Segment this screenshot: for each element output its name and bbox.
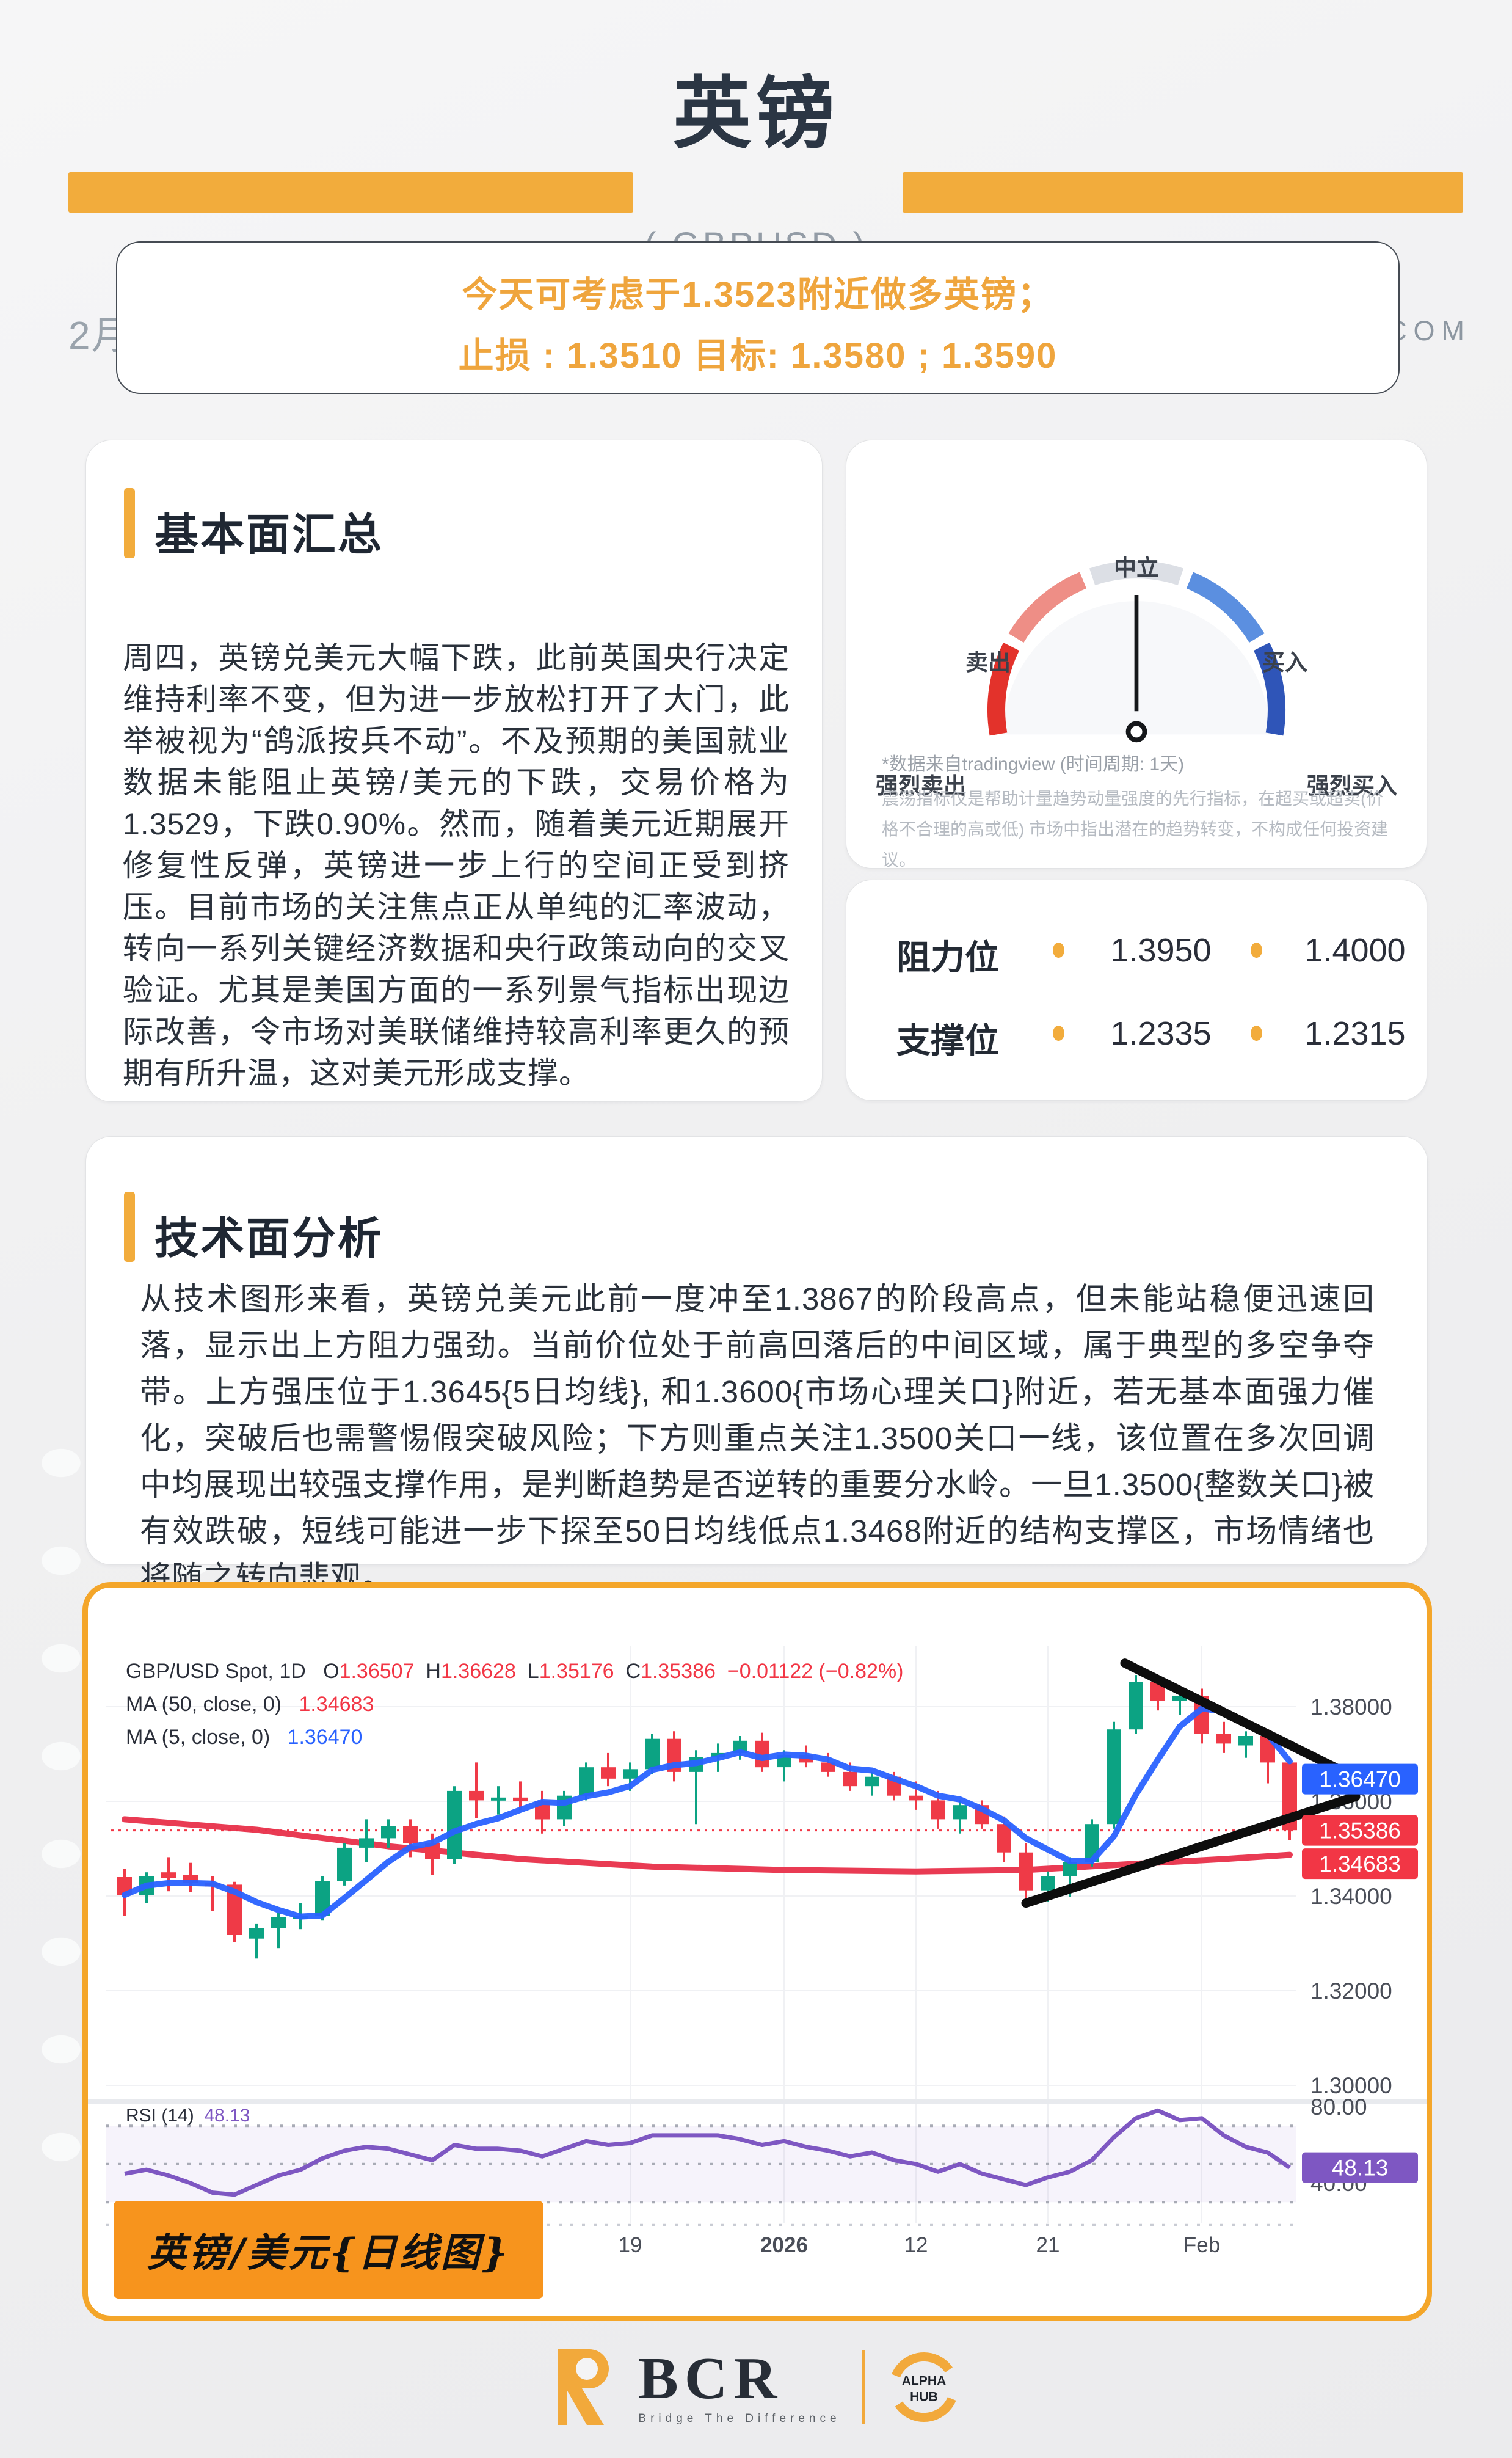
gauge-label-strong-sell: 强烈卖出 xyxy=(876,773,966,798)
support-label: 支撑位 xyxy=(896,1021,999,1060)
technical-card: 技术面分析 从技术图形来看，英镑兑美元此前一度冲至1.3867的阶段高点，但未能… xyxy=(85,1136,1428,1595)
resistance-value-1: 1.3950 xyxy=(1110,932,1212,969)
svg-text:1.30000: 1.30000 xyxy=(1310,2073,1392,2098)
bcr-mark-cut xyxy=(576,2358,598,2380)
gauge-source-note: *数据来自tradingview (时间周期: 1天) xyxy=(882,754,1185,775)
ma50-label: MA (50, close, 0) xyxy=(126,1693,282,1716)
technical-body: 从技术图形来看，英镑兑美元此前一度冲至1.3867的阶段高点，但未能站稳便迅速回… xyxy=(140,1282,1375,1595)
legend-close-key: C xyxy=(625,1660,641,1683)
legend-close-value: 1.35386 xyxy=(641,1660,716,1683)
chart-card: 1.380001.360001.340001.320001.3000080.00… xyxy=(82,1582,1432,2321)
sentiment-gauge xyxy=(987,561,1286,743)
chart-symbol: GBP/USD Spot, 1D xyxy=(126,1660,306,1683)
svg-text:1.36470: 1.36470 xyxy=(1319,1767,1401,1792)
legend-open-key: O xyxy=(323,1660,340,1683)
support-value-1: 1.2335 xyxy=(1110,1015,1212,1052)
support-dot-1 xyxy=(1053,1026,1064,1041)
resistance-dot-2 xyxy=(1251,943,1262,958)
alpha-hub-text1: ALPHA xyxy=(901,2374,946,2388)
support-value-2: 1.2315 xyxy=(1304,1015,1406,1052)
support-dot-2 xyxy=(1251,1026,1262,1041)
gauge-label-buy: 买入 xyxy=(1262,650,1307,675)
legend-high-value: 1.36628 xyxy=(440,1660,516,1683)
header-right-bar xyxy=(903,172,1463,213)
chart-legend-line2: MA (50, close, 0) 1.34683 xyxy=(126,1693,374,1716)
svg-text:2026: 2026 xyxy=(760,2233,808,2257)
header-left-bar xyxy=(68,172,633,213)
bcr-wordmark-block: BCR Bridge The Difference xyxy=(638,2349,840,2426)
recommendation-line2: 止损 : 1.3510 目标: 1.3580 ; 1.3590 xyxy=(458,336,1058,376)
ma50-value: 1.34683 xyxy=(299,1693,374,1716)
gauge-segment-neutral xyxy=(1089,561,1184,586)
gauge-segment-strong-sell xyxy=(987,643,1020,736)
footer-divider xyxy=(861,2350,865,2424)
svg-text:21: 21 xyxy=(1036,2233,1060,2257)
alpha-hub-badge: ALPHA HUB xyxy=(889,2352,959,2423)
ma5-value: 1.36470 xyxy=(287,1726,363,1749)
bcr-tagline: Bridge The Difference xyxy=(638,2412,841,2425)
legend-low-value: 1.35176 xyxy=(539,1660,614,1683)
bcr-wordmark: BCR xyxy=(638,2346,783,2412)
levels-card: 阻力位 1.3950 1.4000 支撑位 1.2335 1.2315 xyxy=(846,880,1427,1101)
rsi-value: 48.13 xyxy=(204,2106,250,2126)
rsi-legend: RSI (14) 48.13 xyxy=(126,2106,250,2126)
legend-open-value: 1.36507 xyxy=(339,1660,415,1683)
footer: BCR Bridge The Difference ALPHA HUB xyxy=(0,2347,1512,2427)
fundamental-heading: 基本面汇总 xyxy=(154,511,384,560)
chart-legend-line1: GBP/USD Spot, 1D O1.36507 H1.36628 L1.35… xyxy=(126,1660,903,1683)
page-title: 英镑 xyxy=(672,70,839,158)
chart-caption: 英镑/美元{日线图} xyxy=(114,2201,543,2299)
technical-heading: 技术面分析 xyxy=(154,1214,384,1263)
chart-canvas: 1.380001.360001.340001.320001.3000080.00… xyxy=(88,1588,1427,2316)
gauge-segment-strong-buy xyxy=(1253,643,1286,736)
rsi-label: RSI (14) xyxy=(126,2106,194,2126)
gauge-needle-pivot xyxy=(1125,721,1147,743)
svg-text:1.35386: 1.35386 xyxy=(1319,1818,1401,1844)
svg-text:1.32000: 1.32000 xyxy=(1310,1978,1392,2004)
svg-text:80.00: 80.00 xyxy=(1310,2095,1367,2120)
alpha-hub-ring xyxy=(889,2352,959,2423)
alpha-hub-text2: HUB xyxy=(910,2390,938,2404)
svg-text:1.34683: 1.34683 xyxy=(1319,1851,1401,1876)
svg-text:1.38000: 1.38000 xyxy=(1310,1694,1392,1720)
resistance-label: 阻力位 xyxy=(896,938,999,977)
gauge-segment-sell xyxy=(1008,572,1087,643)
svg-text:19: 19 xyxy=(619,2233,642,2257)
technical-heading-bar xyxy=(124,1192,135,1262)
chart-legend-line3: MA (5, close, 0) 1.36470 xyxy=(126,1726,362,1749)
gauge-label-neutral: 中立 xyxy=(1114,555,1159,580)
resistance-value-2: 1.4000 xyxy=(1304,932,1406,969)
resistance-dot-1 xyxy=(1053,943,1064,958)
legend-high-key: H xyxy=(426,1660,441,1683)
svg-text:1.34000: 1.34000 xyxy=(1310,1884,1392,1909)
gauge-segment-buy xyxy=(1186,572,1265,643)
svg-text:Feb: Feb xyxy=(1183,2233,1220,2257)
gauge-label-sell: 卖出 xyxy=(965,650,1011,675)
recommendation-box: 今天可考虑于1.3523附近做多英镑； 止损 : 1.3510 目标: 1.35… xyxy=(116,241,1400,394)
svg-text:48.13: 48.13 xyxy=(1332,2156,1389,2181)
ma5-label: MA (5, close, 0) xyxy=(126,1726,271,1749)
svg-text:12: 12 xyxy=(904,2233,928,2257)
bcr-logo-mark xyxy=(558,2349,609,2425)
fundamental-heading-bar xyxy=(124,488,135,558)
legend-low-key: L xyxy=(527,1660,539,1683)
gauge-label-strong-buy: 强烈买入 xyxy=(1307,773,1397,798)
gauge-card: 中立 卖出 买入 强烈卖出 强烈买入 *数据来自tradingview (时间周… xyxy=(846,440,1427,869)
legend-change: −0.01122 (−0.82%) xyxy=(727,1660,904,1683)
recommendation-line1: 今天可考虑于1.3523附近做多英镑； xyxy=(462,275,1054,315)
gauge-disclaimer: 震荡指标仅是帮助计量趋势动量强度的先行指标，在超买或超卖(价格不合理的高或低) … xyxy=(882,789,1389,869)
fundamental-card: 基本面汇总 周四，英镑兑美元大幅下跌，此前英国央行决定维持利率不变，但为进一步放… xyxy=(85,440,823,1102)
fundamental-body: 周四，英镑兑美元大幅下跌，此前英国央行决定维持利率不变，但为进一步放松打开了大门… xyxy=(123,641,790,1090)
